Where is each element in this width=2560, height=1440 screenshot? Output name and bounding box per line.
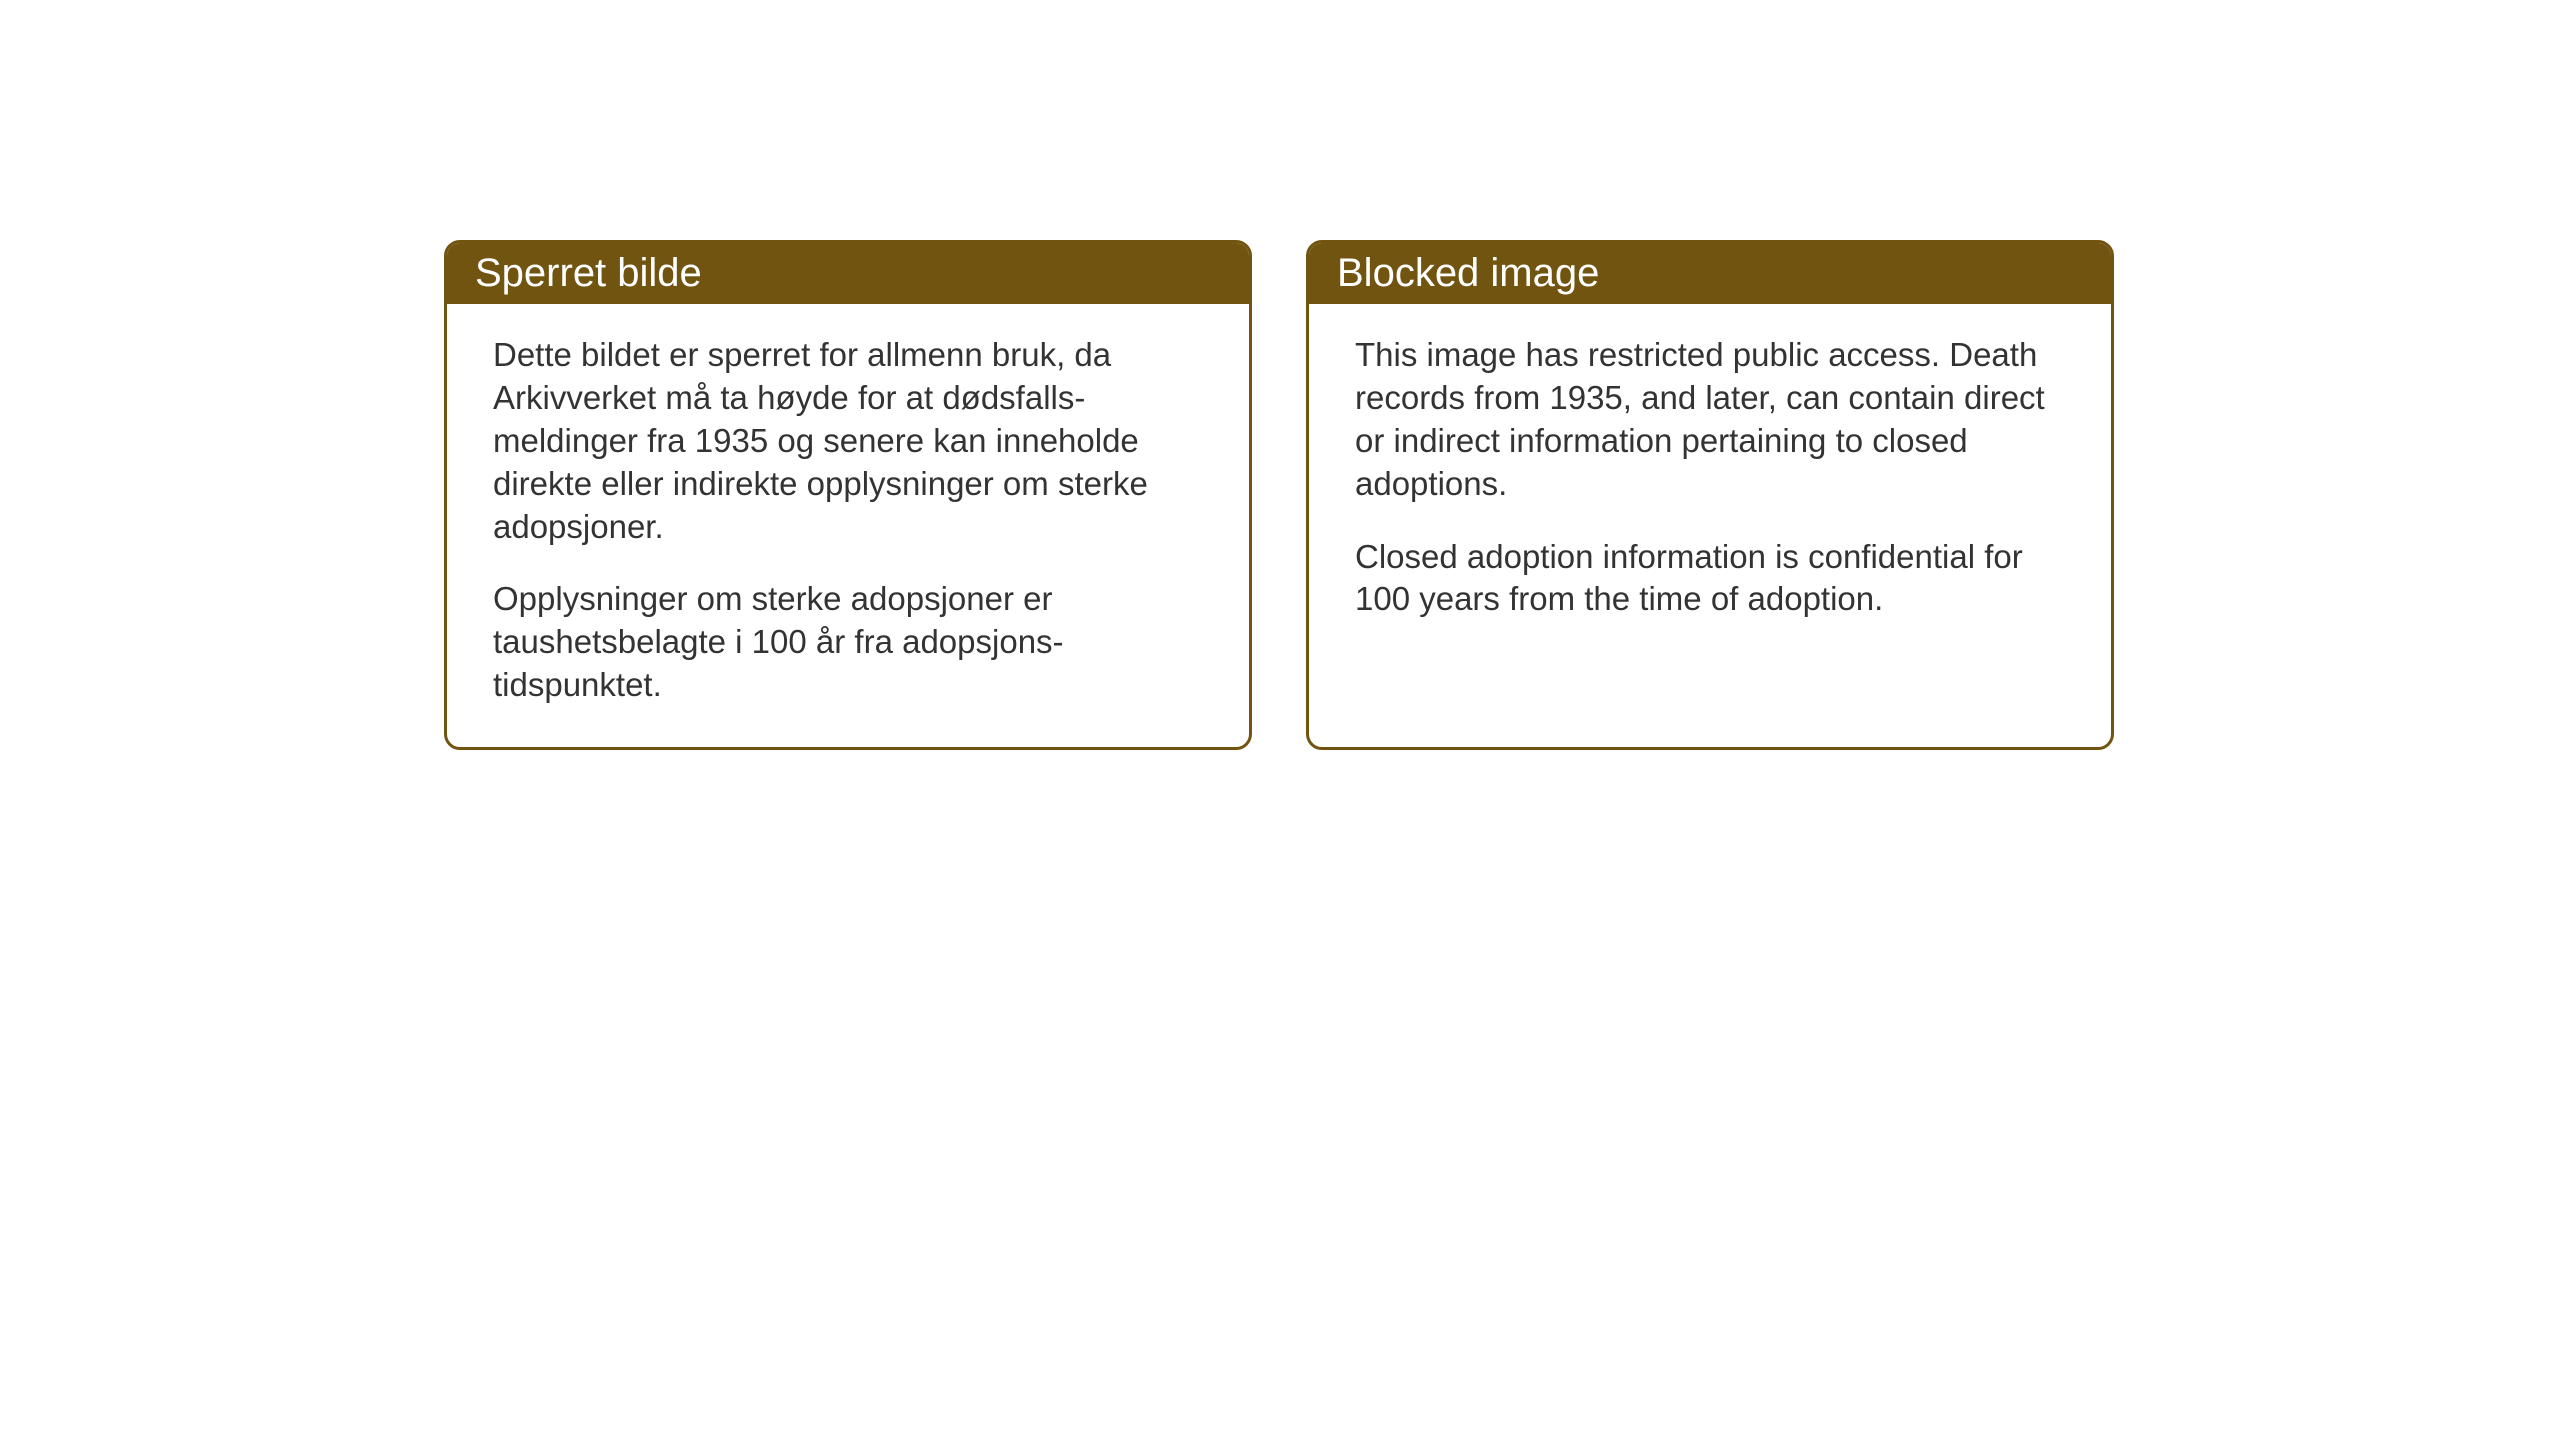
notice-paragraph: Opplysninger om sterke adopsjoner er tau…	[493, 578, 1203, 707]
notice-title-norwegian: Sperret bilde	[475, 251, 702, 295]
notice-title-english: Blocked image	[1337, 251, 1599, 295]
notice-header-english: Blocked image	[1309, 243, 2111, 304]
notice-paragraph: This image has restricted public access.…	[1355, 334, 2065, 506]
notice-body-english: This image has restricted public access.…	[1309, 304, 2111, 661]
notice-container: Sperret bilde Dette bildet er sperret fo…	[444, 240, 2114, 750]
notice-paragraph: Closed adoption information is confident…	[1355, 536, 2065, 622]
notice-header-norwegian: Sperret bilde	[447, 243, 1249, 304]
notice-body-norwegian: Dette bildet er sperret for allmenn bruk…	[447, 304, 1249, 747]
notice-box-english: Blocked image This image has restricted …	[1306, 240, 2114, 750]
notice-box-norwegian: Sperret bilde Dette bildet er sperret fo…	[444, 240, 1252, 750]
notice-paragraph: Dette bildet er sperret for allmenn bruk…	[493, 334, 1203, 548]
